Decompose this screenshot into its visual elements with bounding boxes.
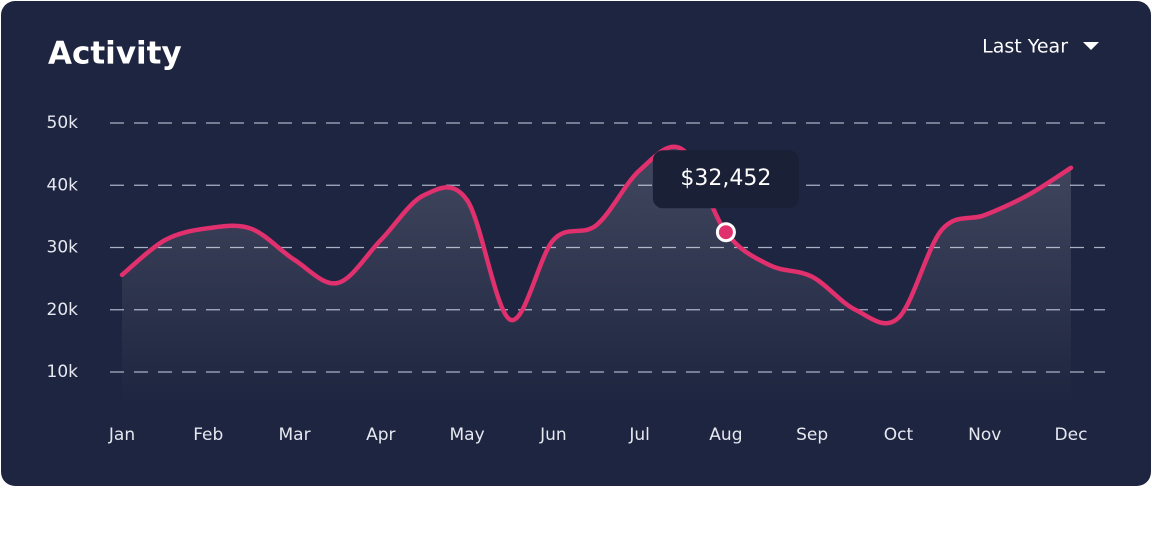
x-tick-label: Oct [884,425,914,445]
tooltip-label: $32,452 [680,166,771,191]
x-tick-label: Feb [193,425,223,445]
x-tick-label: Aug [709,425,742,445]
x-tick-label: Nov [968,425,1001,445]
x-tick-label: Mar [279,425,311,445]
y-tick-label: 20k [47,300,79,320]
highlight-point [715,222,736,243]
period-label[interactable]: Last Year [982,36,1068,58]
y-tick-label: 10k [47,362,79,382]
x-tick-label: Jan [108,425,135,445]
x-tick-label: Jul [628,425,650,445]
y-tick-label: 40k [47,175,79,195]
period-dropdown[interactable]: Last Year [982,36,1099,58]
tooltip-box [652,150,799,209]
y-tick-label: 30k [47,238,79,258]
chart-title: Activity [48,36,182,72]
area [122,146,1071,404]
x-tick-label: Jun [539,425,567,445]
dropdown-arrow[interactable] [1083,42,1099,50]
x-tick-label: Apr [366,425,395,445]
y-tick-label: 50k [47,113,79,133]
line [119,144,1074,326]
x-tick-label: Dec [1055,425,1088,445]
x-tick-label: May [450,425,485,445]
x-tick-label: Sep [796,425,828,445]
